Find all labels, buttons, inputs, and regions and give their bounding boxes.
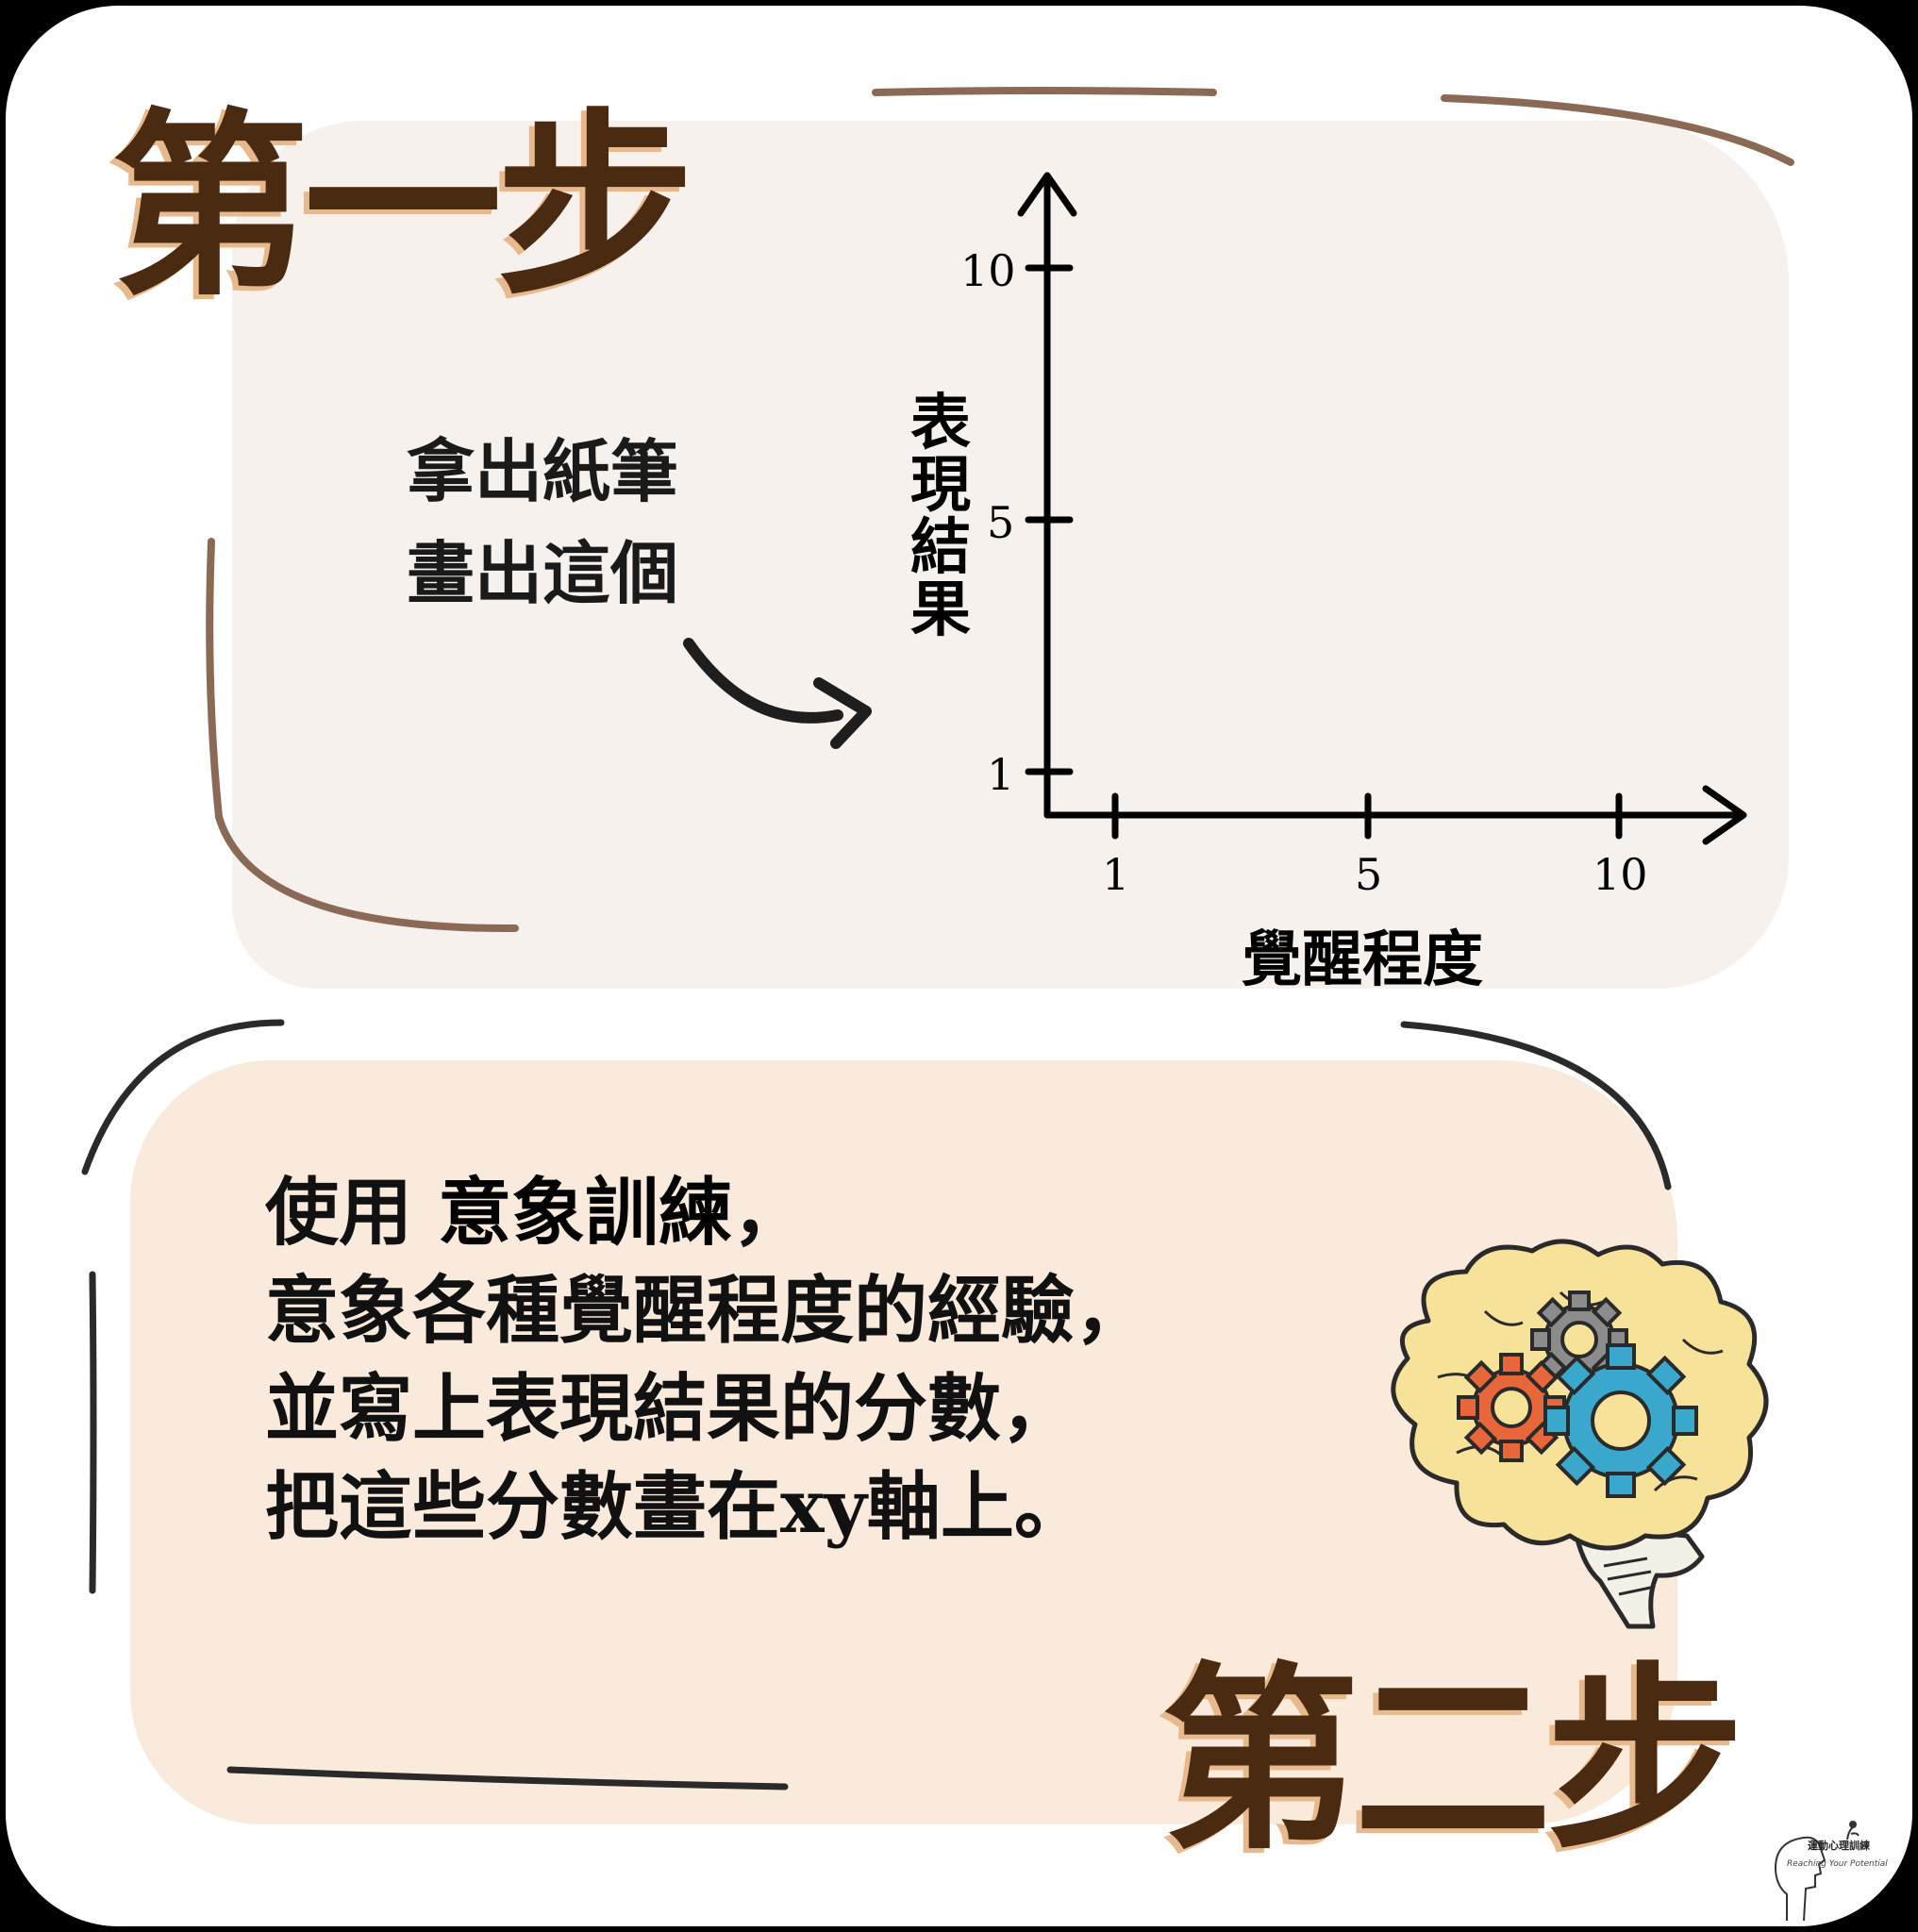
head-silhouette-icon [1774,1821,1860,1922]
step2-line2: 意象各種覺醒程度的經驗， [265,1268,1149,1354]
x-tick-label-5: 5 [1355,849,1383,900]
blue-gear-icon [1543,1343,1698,1498]
x-tick-label-1: 1 [1102,849,1130,900]
y-tick-label-5: 5 [987,497,1015,548]
poster-card: 第一步 拿出紙筆 畫出這個 10 5 1 1 5 10 表現結果 覺醒程度 使用… [6,6,1912,1926]
step1-panel [232,121,1789,989]
step2-highlight: 意象訓練 [438,1170,733,1256]
y-tick-label-10: 10 [960,245,1016,296]
brain-gears-icon [1391,1239,1769,1629]
logo-subtitle: Reaching Your Potential [1787,1859,1888,1869]
axis-diagram [1017,172,1747,845]
y-tick-label-1: 1 [987,749,1015,800]
step1-instruction-line2: 畫出這個 [407,533,679,613]
step1-instruction: 拿出紙筆 畫出這個 [407,421,678,625]
logo-title: 運動心理訓練 [1808,1840,1870,1852]
step2-title: 第二步 [1161,1643,1744,1876]
step2-line1-suffix: ， [732,1170,807,1256]
step2-line1: 使用 意象訓練， [265,1164,1148,1262]
step2-line4: 把這些分數畫在xy軸上。 [265,1464,1088,1550]
step2-instructions: 使用 意象訓練， 意象各種覺醒程度的經驗， 並寫上表現結果的分數， 把這些分數畫… [265,1164,1148,1557]
sketch-strokes [81,87,1794,1790]
x-axis-label: 覺醒程度 [1242,924,1483,995]
curved-arrow-icon [683,638,872,749]
step2-line3: 並寫上表現結果的分數， [265,1366,1076,1452]
x-axis-arrowhead [1702,785,1747,845]
step1-instruction-line1: 拿出紙筆 [407,431,679,511]
step2-line1-prefix: 使用 [265,1170,439,1256]
x-tick-label-10: 10 [1593,849,1648,900]
step1-title: 第一步 [111,90,694,323]
y-axis-arrowhead [1017,172,1077,217]
y-axis-label: 表現結果 [910,388,971,645]
